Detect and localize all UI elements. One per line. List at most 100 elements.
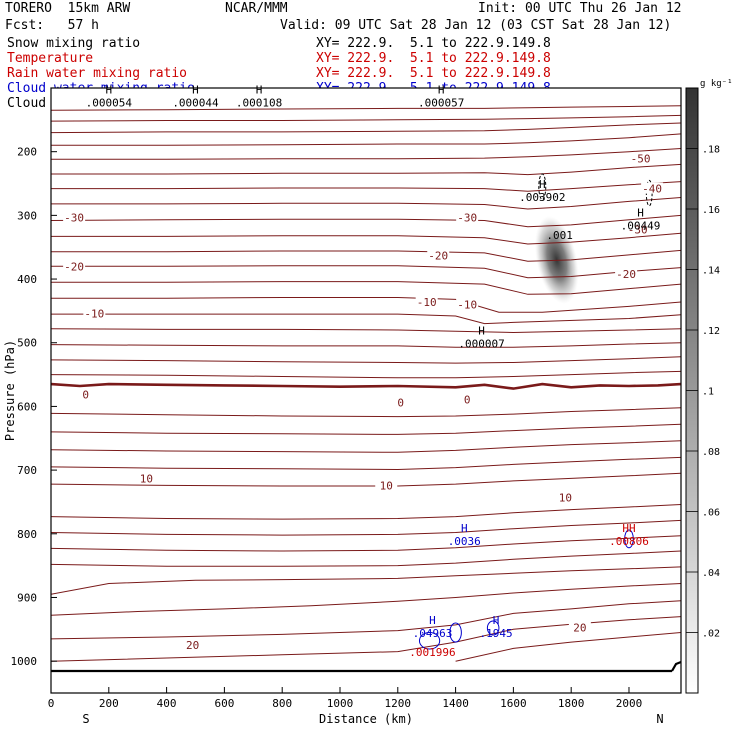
extremum-value-7: .000007: [458, 337, 504, 350]
extremum-value-11: .001996: [409, 646, 455, 659]
colorbar-tick-label-6: .14: [702, 266, 720, 277]
isotherm-label-1: -40: [642, 183, 662, 196]
isotherm-label-bg-2: [63, 211, 86, 223]
extremum-mark-6: H: [637, 207, 644, 220]
isotherm-label-12: 0: [397, 397, 404, 410]
isotherm-label-13: 0: [464, 393, 471, 406]
isotherm-label-bg-11: [74, 388, 97, 400]
isotherm-23: [51, 472, 681, 487]
model-title: TORERO 15km ARW: [5, 1, 131, 16]
isotherm-label-bg-3: [456, 211, 479, 223]
isotherm-label-bg-15: [375, 479, 398, 491]
x-tick-label-10: 2000: [616, 697, 643, 710]
isotherm-22: [51, 456, 681, 471]
extremum-mark-9: HH: [622, 522, 635, 535]
isotherm-label-bg-1: [641, 182, 664, 194]
cloud-contour-4: [538, 173, 547, 200]
extremum-value-12: .1945: [479, 627, 512, 640]
extremum-value-8: .0036: [448, 535, 481, 548]
terrain-line: [671, 660, 682, 672]
extremum-mark-3: H: [438, 84, 445, 97]
isotherm-5: [51, 163, 681, 176]
isotherm-6: [51, 181, 681, 192]
variable-xy-2: XY= 222.9. 5.1 to 222.9.149.8: [316, 66, 551, 81]
extremum-value-6: .00449: [621, 220, 661, 233]
x-tick-label-9: 1800: [558, 697, 585, 710]
variable-xy-1: XY= 222.9. 5.1 to 222.9.149.8: [316, 51, 551, 66]
cloud-contour-2: [486, 620, 500, 636]
isotherm-13: [51, 297, 681, 313]
extremum-value-1: .000044: [172, 97, 219, 110]
isotherm-label-11: 0: [82, 388, 89, 401]
variable-name-1: Temperature: [7, 51, 94, 66]
y-tick-label-6: 800: [17, 528, 37, 541]
isotherm-30: [51, 600, 681, 640]
isotherm-27: [51, 550, 681, 567]
freezing-level: [51, 382, 681, 390]
isotherm-label-bg-13: [456, 393, 479, 405]
isotherm-label-17: 20: [186, 639, 199, 652]
isotherm-label-bg-6: [427, 249, 450, 261]
extremum-mark-10: H: [429, 614, 436, 627]
isotherm-label-4: -30: [628, 223, 648, 236]
isotherm-label-5: -20: [64, 260, 84, 273]
x-tick-label-0: 0: [48, 697, 55, 710]
isotherm-label-0: -50: [631, 153, 651, 166]
cloud-contour-1: [449, 622, 462, 643]
isotherm-3: [51, 133, 681, 146]
isotherm-7: [51, 197, 681, 210]
extremum-mark-1: H: [192, 84, 199, 97]
isotherm-label-bg-17: [181, 639, 204, 651]
contour-labels: -50 -40 -30 -30 -30 -20 -20 -20 -10 -10 -10 0 0 0 10 10…: [63, 152, 664, 652]
isotherm-label-15: 10: [380, 479, 393, 492]
extremum-value-5: .001: [546, 229, 573, 242]
isotherm-26: [51, 535, 681, 552]
extremum-mark-8: H: [461, 522, 468, 535]
isotherm-16: [51, 342, 681, 348]
isotherm-20: [51, 423, 681, 435]
isotherm-label-16: 10: [559, 491, 572, 504]
north-end-label: N: [656, 712, 663, 726]
x-tick-label-4: 800: [272, 697, 292, 710]
temperature-isotherms: [51, 105, 681, 662]
isotherm-28: [51, 566, 681, 595]
x-axis-label: Distance (km): [319, 712, 413, 726]
isotherm-15: [51, 328, 681, 334]
isotherm-label-8: -10: [84, 307, 104, 320]
extremum-value-10: .04963: [413, 627, 453, 640]
colorbar-unit: g kg⁻¹: [700, 79, 733, 89]
extremum-mark-12: H: [493, 614, 500, 627]
y-tick-label-3: 500: [17, 337, 37, 350]
isotherm-14: [51, 313, 681, 325]
isotherm-1: [51, 114, 681, 122]
x-tick-label-2: 400: [157, 697, 177, 710]
extremum-labels: H.000054H.000044H.000108H.000057H.003902…: [86, 84, 661, 660]
x-tick-label-1: 200: [99, 697, 119, 710]
isotherm-label-10: -10: [457, 299, 477, 312]
y-tick-label-7: 900: [17, 591, 37, 604]
isotherm-18: [51, 370, 681, 379]
isotherm-10: [51, 249, 681, 262]
colorbar-tick-label-1: .04: [702, 568, 720, 579]
isotherm-label-6: -20: [428, 249, 448, 262]
isotherm-label-7: -20: [616, 268, 636, 281]
isotherm-29: [51, 583, 681, 616]
colorbar-tick-label-0: .02: [702, 629, 720, 640]
source-label: NCAR/MMM: [225, 1, 288, 16]
extremum-value-3: .000057: [418, 97, 464, 110]
isotherm-32: [455, 632, 681, 662]
variable-name-2: Rain water mixing ratio: [7, 66, 188, 81]
extremum-mark-7: H: [478, 324, 485, 337]
y-tick-label-5: 700: [17, 464, 37, 477]
isotherm-label-bg-16: [554, 491, 577, 503]
isotherm-4: [51, 148, 681, 160]
south-end-label: S: [82, 712, 89, 726]
extremum-value-0: .000054: [86, 97, 133, 110]
colorbar-tick-label-8: .18: [702, 145, 720, 156]
init-time: Init: 00 UTC Thu 26 Jan 12: [478, 1, 682, 16]
x-tick-label-3: 600: [214, 697, 234, 710]
isotherm-19: [51, 407, 681, 418]
extremum-mark-4: H: [539, 178, 546, 191]
isotherm-17: [51, 356, 681, 364]
